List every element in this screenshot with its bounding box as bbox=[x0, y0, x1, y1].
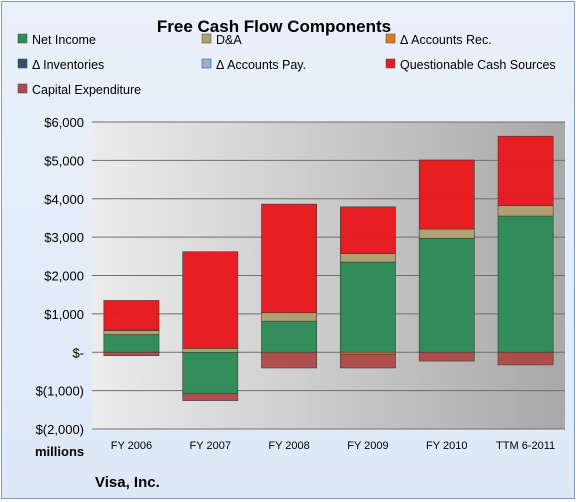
bar-segment bbox=[418, 237, 475, 353]
legend-item: Questionable Cash Sources bbox=[385, 58, 556, 72]
bar-segment bbox=[261, 320, 317, 353]
x-tick-label: TTM 6-2011 bbox=[496, 440, 555, 452]
legend-swatch bbox=[17, 33, 28, 44]
y-tick-label: $(1,000) bbox=[36, 384, 84, 399]
legend-item: Capital Expenditure bbox=[17, 83, 141, 97]
bar-segment bbox=[418, 228, 475, 239]
legend-item: Δ Inventories bbox=[17, 58, 104, 72]
bar-segment bbox=[497, 351, 554, 366]
legend-swatch bbox=[17, 83, 28, 94]
bar-segment bbox=[182, 348, 239, 353]
legend-label: Net Income bbox=[32, 33, 96, 47]
legend-item: Δ Accounts Pay. bbox=[201, 58, 306, 72]
chart-title: Free Cash Flow Components bbox=[157, 17, 391, 36]
plot-area: $6,000 $5,000 $4,000 $3,000 $2,000 $1,000 $- $(… bbox=[36, 115, 565, 452]
legend-label: Questionable Cash Sources bbox=[400, 58, 556, 72]
legend-swatch bbox=[201, 33, 212, 44]
legend: Net Income D&A Δ Accounts Rec. Δ Inventorie… bbox=[17, 33, 556, 97]
x-tick-label: FY 2010 bbox=[426, 440, 467, 452]
x-tick-label: FY 2006 bbox=[111, 440, 152, 452]
legend-item: D&A bbox=[201, 33, 242, 47]
legend-label: Δ Accounts Rec. bbox=[400, 33, 492, 47]
legend-item: Net Income bbox=[17, 33, 96, 47]
bar-segment bbox=[182, 393, 239, 401]
y-tick-label: $5,000 bbox=[44, 153, 84, 168]
legend-swatch bbox=[201, 58, 212, 69]
y-tick-label: $- bbox=[72, 345, 84, 360]
x-tick-label: FY 2009 bbox=[347, 440, 388, 452]
y-tick-label: $6,000 bbox=[44, 115, 84, 130]
legend-swatch bbox=[385, 33, 396, 44]
bar-segment bbox=[497, 135, 554, 206]
y-tick-label: $4,000 bbox=[44, 192, 84, 207]
legend-label: Capital Expenditure bbox=[32, 83, 141, 97]
bar-segment bbox=[261, 351, 317, 369]
bar-segment bbox=[103, 330, 160, 335]
bar-segment bbox=[340, 253, 396, 263]
legend-label: D&A bbox=[216, 33, 242, 47]
x-tick-label: FY 2007 bbox=[190, 440, 231, 452]
y-tick-label: $3,000 bbox=[44, 230, 84, 245]
y-tick-label: $1,000 bbox=[44, 307, 84, 322]
bar-segment bbox=[340, 261, 396, 353]
bar-segment bbox=[418, 351, 475, 362]
bar-segment bbox=[182, 251, 239, 349]
bar-segment bbox=[103, 300, 160, 331]
footer-company: Visa, Inc. bbox=[95, 474, 160, 491]
bar-segment bbox=[497, 205, 554, 217]
legend-label: Δ Inventories bbox=[32, 58, 104, 72]
bar-segment bbox=[418, 159, 475, 230]
bar-segment bbox=[340, 206, 396, 254]
legend-item: Δ Accounts Rec. bbox=[385, 33, 492, 47]
bar-segment bbox=[261, 312, 317, 322]
y-tick-label: $(2,000) bbox=[36, 422, 84, 437]
bar-segment bbox=[182, 351, 239, 394]
bar-segment bbox=[497, 215, 554, 353]
bar-segment bbox=[103, 334, 160, 353]
legend-swatch bbox=[17, 58, 28, 69]
legend-swatch bbox=[385, 58, 396, 69]
legend-label: Δ Accounts Pay. bbox=[216, 58, 306, 72]
bar-segment bbox=[261, 203, 317, 314]
bar-segment bbox=[103, 351, 160, 357]
y-tick-label: $2,000 bbox=[44, 269, 84, 284]
y-axis-label: millions bbox=[35, 444, 84, 459]
x-tick-label: FY 2008 bbox=[268, 440, 309, 452]
bar-segment bbox=[340, 353, 396, 369]
